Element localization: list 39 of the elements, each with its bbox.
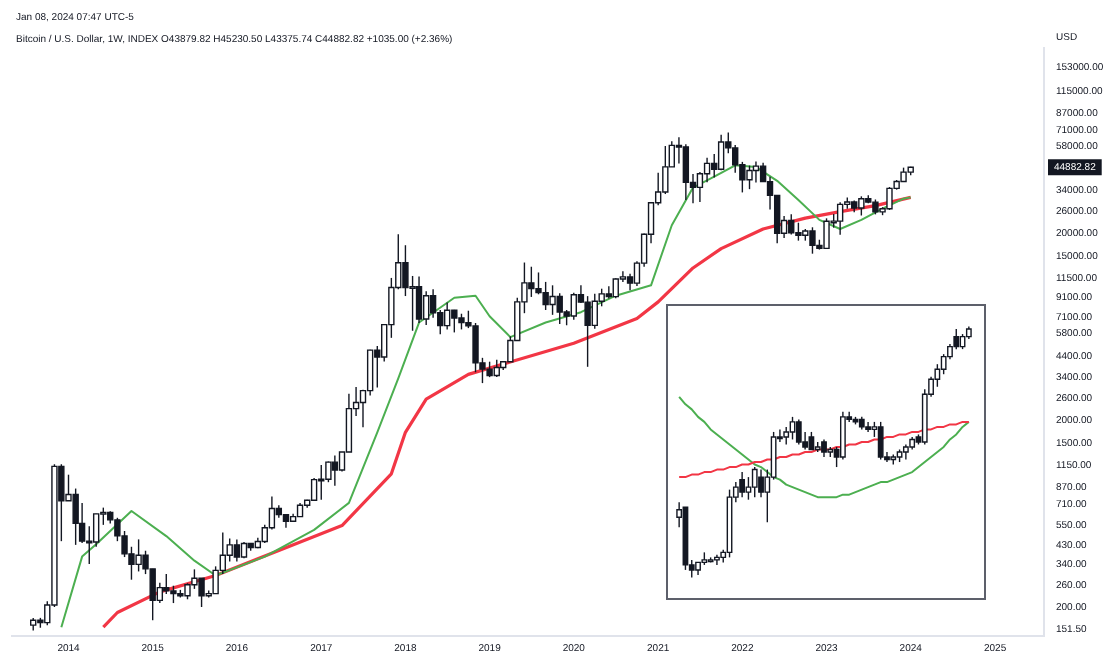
candlestick	[591, 293, 598, 330]
candlestick	[836, 201, 844, 236]
candlestick	[746, 164, 753, 190]
candlestick	[570, 292, 577, 321]
candlestick	[135, 538, 142, 573]
candlestick	[795, 418, 802, 446]
candlestick	[310, 477, 318, 502]
candlestick	[549, 284, 556, 316]
candlestick	[717, 134, 725, 171]
candlestick	[318, 464, 325, 501]
candlestick	[739, 471, 746, 498]
candlestick	[422, 290, 430, 326]
candlestick	[163, 573, 170, 595]
candlestick	[415, 275, 423, 324]
candlestick	[758, 468, 764, 498]
candlestick	[443, 301, 451, 331]
candlestick	[72, 487, 79, 546]
candlestick	[858, 195, 865, 217]
candlestick	[752, 160, 760, 184]
candlestick	[789, 416, 796, 441]
candlestick	[886, 186, 893, 211]
candlestick	[556, 292, 563, 325]
candlestick	[366, 349, 374, 397]
candlestick	[839, 411, 846, 461]
candlestick	[233, 538, 241, 563]
candlestick	[682, 143, 690, 201]
candlestick	[528, 266, 535, 298]
candlestick	[605, 285, 613, 300]
candlestick	[612, 277, 619, 299]
candlestick	[198, 577, 205, 608]
candlestick	[331, 454, 339, 487]
candlestick	[451, 309, 458, 334]
candlestick	[809, 226, 816, 255]
candlestick	[788, 213, 795, 236]
candlestick	[823, 217, 830, 250]
candlestick	[751, 466, 758, 498]
candlestick	[429, 288, 437, 319]
candlestick	[877, 421, 884, 461]
candlestick	[584, 295, 591, 368]
